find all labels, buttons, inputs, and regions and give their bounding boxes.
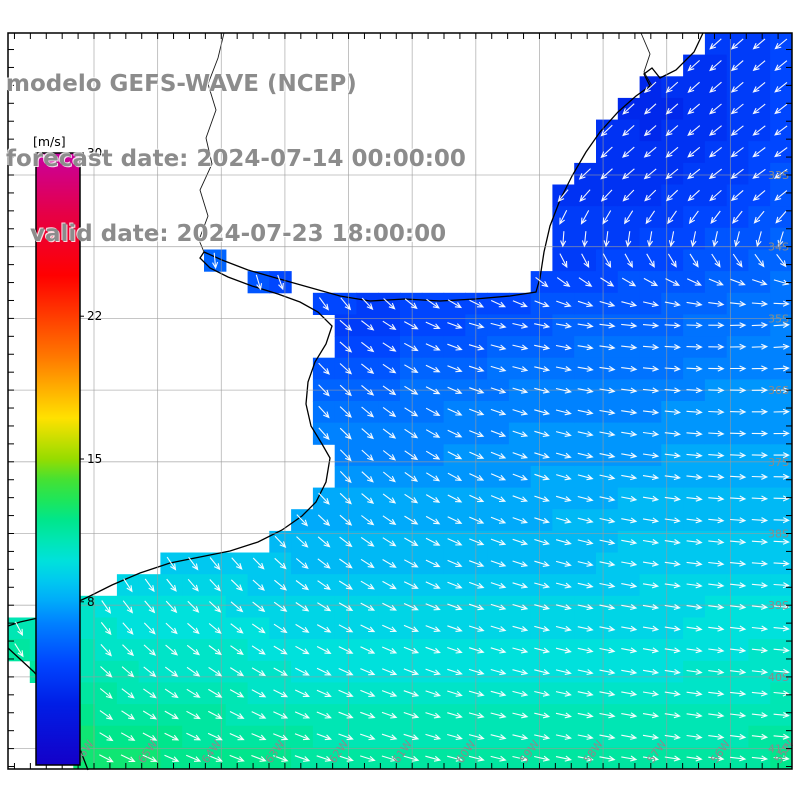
lat-label: 37S — [768, 456, 789, 469]
colorbar: [m/s] 30 22 15 8 — [33, 134, 102, 766]
lat-label: 38S — [768, 528, 789, 541]
lat-label: 34S — [768, 241, 789, 254]
forecast-date-line: forecast date: 2024-07-14 00:00:00 — [6, 146, 466, 172]
map-frame — [7, 32, 793, 770]
graticule — [8, 33, 792, 769]
colorbar-tick-label: 22 — [87, 309, 102, 323]
colorbar-units-label: [m/s] — [33, 134, 66, 149]
wind-arrows — [14, 38, 790, 763]
colorbar-tick-label: 15 — [87, 452, 102, 466]
rivers — [198, 32, 653, 253]
lat-label: 40S — [768, 671, 789, 684]
lat-label: 36S — [768, 384, 789, 397]
valid-date-line: valid date: 2024-07-23 18:00:00 — [6, 221, 447, 247]
lat-label: 33S — [768, 169, 789, 182]
model-title: modelo GEFS-WAVE (NCEP) — [6, 71, 357, 97]
title-block: modelo GEFS-WAVE (NCEP) forecast date: 2… — [6, 22, 466, 297]
lat-label: 35S — [768, 312, 789, 325]
lat-label: 41S — [768, 743, 789, 756]
colorbar-tick-label: 30 — [87, 146, 102, 160]
lat-label: 39S — [768, 599, 789, 612]
colorbar-tick-label: 8 — [87, 595, 95, 609]
